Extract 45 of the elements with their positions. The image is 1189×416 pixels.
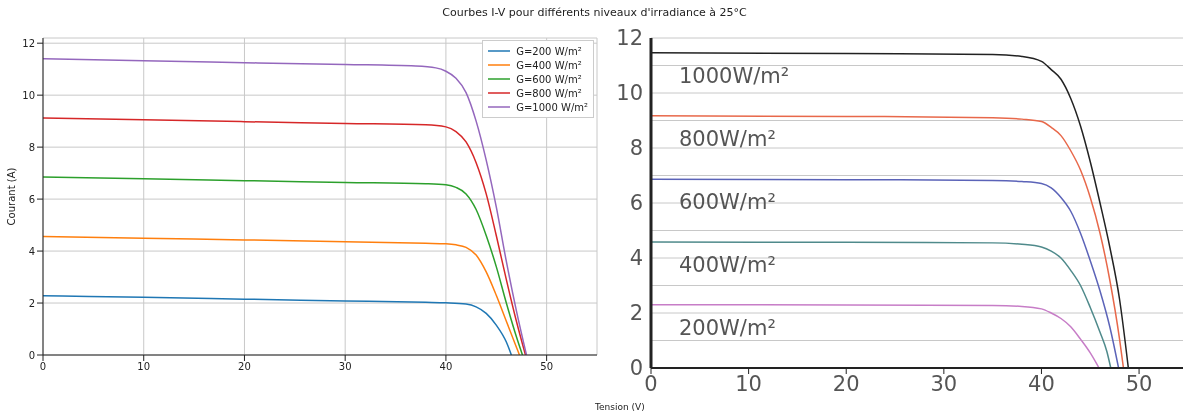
legend-label: G=400 W/m² — [516, 59, 582, 71]
y-tick-label: 0 — [28, 349, 35, 361]
y-tick-label: 12 — [22, 37, 35, 49]
chart-title: Courbes I-V pour différents niveaux d'irradiance à 25°C — [441, 6, 748, 19]
series-label: 800W/m² — [679, 126, 776, 151]
legend-label: G=800 W/m² — [516, 87, 582, 99]
y-tick-label: 4 — [629, 246, 643, 271]
line-series — [43, 176, 524, 355]
y-tick-label: 8 — [629, 136, 643, 161]
line-series — [43, 117, 527, 355]
x-tick-label: 0 — [39, 361, 47, 373]
y-tick-label: 6 — [28, 193, 35, 205]
x-tick-label: 30 — [930, 371, 958, 396]
y-tick-label: 10 — [22, 89, 35, 101]
line-series — [43, 235, 521, 355]
line-series — [651, 304, 1100, 368]
line-series — [651, 178, 1120, 368]
y-tick-label: 8 — [28, 141, 35, 153]
line-series — [651, 115, 1125, 368]
x-tick-label: 20 — [238, 361, 251, 373]
x-tick-label: 40 — [439, 361, 453, 373]
series-label: 400W/m² — [679, 253, 776, 278]
y-tick-label: 2 — [629, 301, 643, 326]
y-tick-label: 10 — [616, 81, 643, 106]
y-axis-title: Courant (A) — [6, 167, 17, 226]
y-tick-label: 12 — [616, 26, 643, 51]
legend-label: G=200 W/m² — [516, 45, 582, 57]
series-label: 600W/m² — [679, 190, 776, 215]
x-tick-label: 10 — [735, 371, 762, 396]
legend-label: G=600 W/m² — [516, 73, 582, 85]
x-tick-label: 40 — [1028, 371, 1055, 396]
x-tick-label: 10 — [137, 361, 151, 373]
x-tick-label: 30 — [338, 361, 352, 373]
legend-label: G=1000 W/m² — [516, 101, 588, 113]
series-label: 1000W/m² — [679, 63, 790, 88]
y-tick-label: 6 — [629, 191, 643, 216]
x-tick-label: 50 — [1125, 371, 1153, 396]
line-series — [651, 241, 1112, 368]
x-axis-title: Tension (V) — [595, 402, 645, 412]
y-tick-label: 4 — [28, 245, 35, 257]
series-label: 200W/m² — [679, 315, 776, 340]
line-series — [43, 295, 513, 355]
x-tick-label: 20 — [832, 371, 860, 396]
y-tick-label: 2 — [28, 297, 35, 309]
x-tick-label: 50 — [540, 361, 553, 373]
